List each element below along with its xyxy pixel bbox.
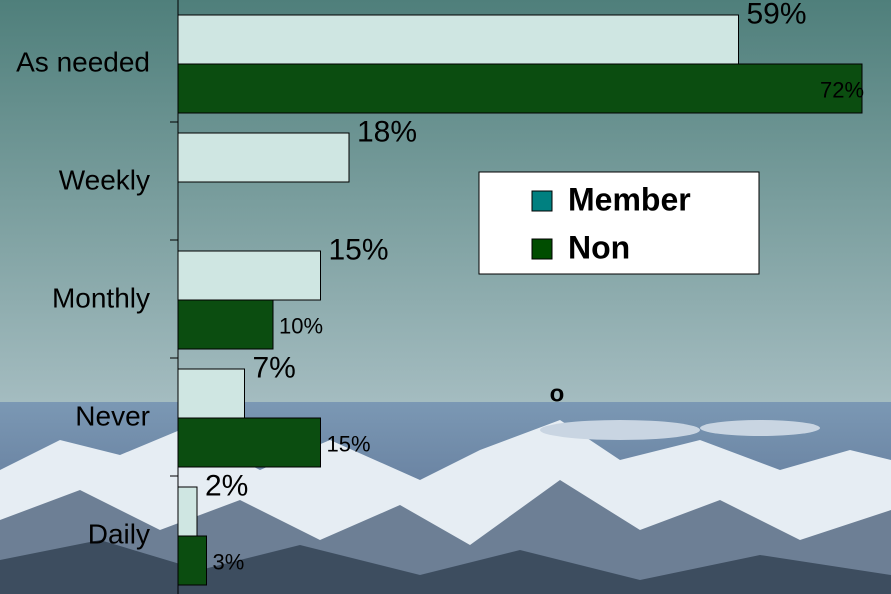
y-tick-label: Weekly	[59, 164, 150, 195]
bar	[177, 299, 274, 350]
bar	[177, 63, 863, 114]
data-label: 10%	[279, 313, 323, 338]
data-label: 7%	[253, 351, 296, 384]
y-tick-label: Never	[75, 400, 150, 431]
data-label: 59%	[747, 0, 807, 30]
bar	[177, 417, 321, 468]
bar	[177, 250, 321, 301]
data-label: 72%	[820, 77, 864, 102]
legend-label: Member	[568, 181, 691, 217]
bar	[177, 368, 245, 419]
legend-label: Non	[568, 229, 630, 265]
legend-swatch	[531, 238, 553, 260]
data-label: 2%	[205, 469, 248, 502]
data-label: 15%	[327, 431, 371, 456]
bar	[177, 14, 739, 65]
y-tick-label: As needed	[16, 46, 150, 77]
annotation: o	[550, 380, 565, 407]
y-tick-label: Monthly	[52, 282, 150, 313]
bar	[177, 486, 198, 537]
bar	[177, 535, 207, 586]
data-label: 15%	[329, 233, 389, 266]
legend	[478, 171, 760, 275]
legend-swatch	[531, 190, 553, 212]
data-label: 18%	[357, 115, 417, 148]
bar	[177, 132, 350, 183]
data-label: 3%	[213, 549, 245, 574]
y-tick-label: Daily	[88, 518, 150, 549]
